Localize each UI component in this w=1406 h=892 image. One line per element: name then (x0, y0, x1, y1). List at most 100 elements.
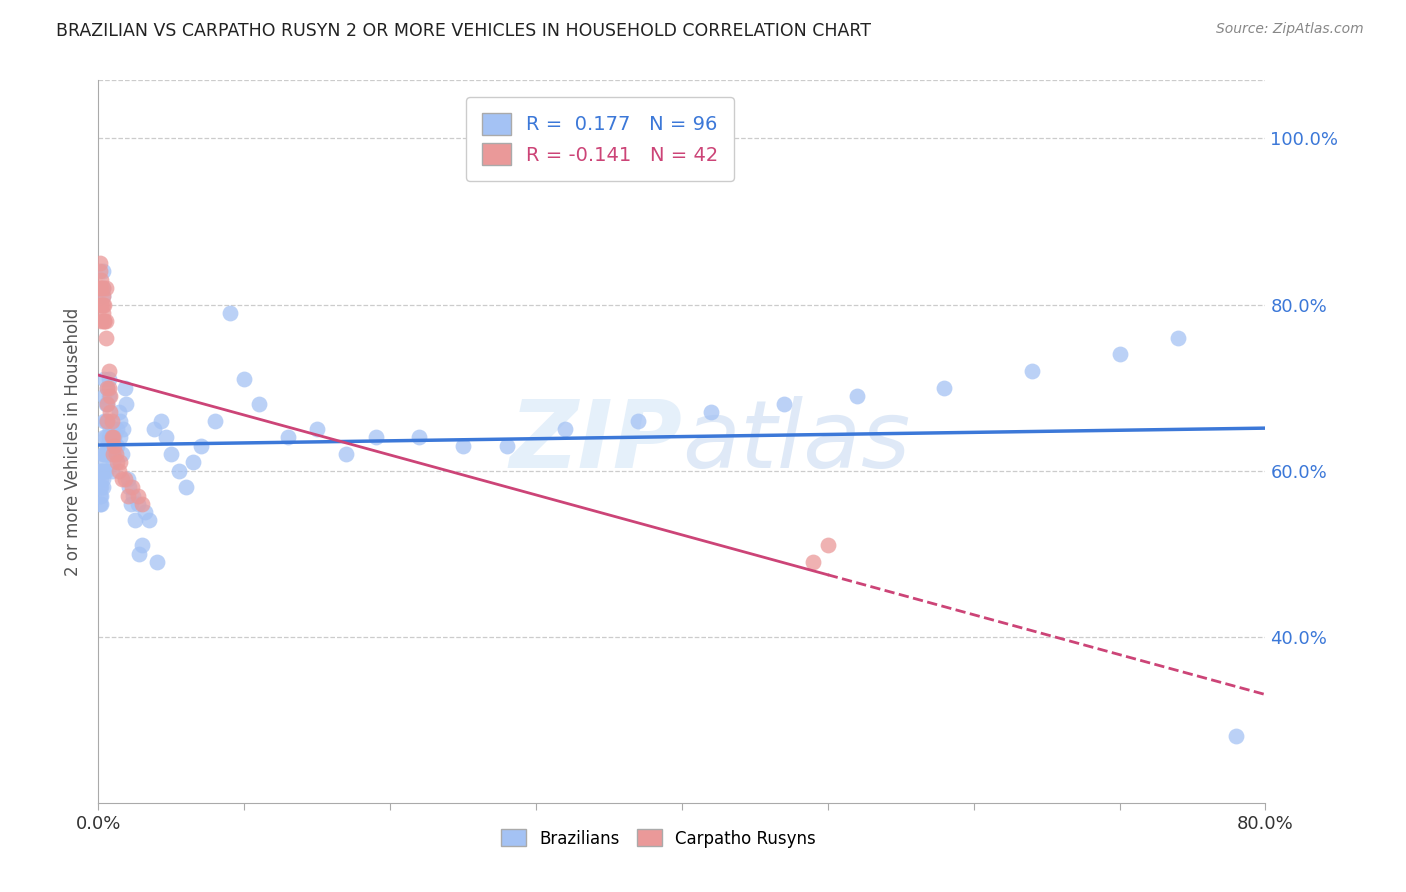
Point (93, 297, 115, 311)
Point (89, 489, 111, 503)
Point (451, 439, 474, 453)
Point (93, 389, 115, 403)
Point (115, 397, 138, 411)
Point (90, 272, 112, 286)
Point (90, 489, 112, 503)
Point (131, 538, 153, 552)
Point (700, 405, 723, 419)
Point (91, 480, 114, 494)
Point (91, 472, 114, 486)
Point (114, 472, 136, 486)
Point (108, 464, 131, 478)
Point (817, 538, 839, 552)
Point (98, 389, 121, 403)
Point (94, 281, 117, 295)
Point (127, 497, 149, 511)
Point (90, 314, 112, 328)
Point (89, 480, 111, 494)
Point (277, 430, 299, 444)
Point (96, 414, 118, 428)
Point (90, 480, 112, 494)
Point (93, 430, 115, 444)
Point (90, 455, 112, 469)
Point (554, 422, 576, 436)
Point (103, 430, 125, 444)
Point (90, 472, 112, 486)
Point (89, 264, 111, 278)
Point (96, 414, 118, 428)
Point (218, 306, 240, 320)
Point (101, 455, 124, 469)
Point (134, 505, 156, 519)
Point (204, 414, 226, 428)
Point (91, 289, 114, 303)
Point (128, 547, 150, 561)
Point (94, 314, 117, 328)
Point (247, 397, 270, 411)
Point (94, 414, 117, 428)
Point (124, 513, 146, 527)
Point (94, 464, 117, 478)
Y-axis label: 2 or more Vehicles in Household: 2 or more Vehicles in Household (65, 308, 83, 575)
Point (1225, 730, 1247, 744)
Point (101, 447, 124, 461)
Point (121, 480, 143, 494)
Point (97, 447, 120, 461)
Point (91, 281, 114, 295)
Point (96, 439, 118, 453)
Point (105, 422, 128, 436)
Point (89, 256, 111, 270)
Point (934, 380, 956, 394)
Point (801, 555, 824, 569)
Point (364, 430, 387, 444)
Point (100, 447, 122, 461)
Point (91, 281, 114, 295)
Point (160, 447, 183, 461)
Point (174, 480, 197, 494)
Point (89, 497, 111, 511)
Point (97, 430, 120, 444)
Point (98, 430, 121, 444)
Point (93, 464, 115, 478)
Point (90, 497, 112, 511)
Point (93, 372, 115, 386)
Point (127, 489, 149, 503)
Point (122, 489, 145, 503)
Point (93, 314, 115, 328)
Point (104, 439, 127, 453)
Point (91, 306, 114, 320)
Point (142, 422, 165, 436)
Point (150, 414, 173, 428)
Point (1108, 347, 1130, 361)
Point (101, 439, 124, 453)
Point (90, 297, 112, 311)
Point (233, 372, 256, 386)
Point (118, 480, 141, 494)
Point (190, 439, 212, 453)
Point (146, 555, 169, 569)
Point (155, 430, 177, 444)
Point (96, 380, 118, 394)
Point (97, 372, 120, 386)
Point (117, 489, 139, 503)
Point (91, 289, 114, 303)
Point (91, 264, 114, 278)
Point (94, 397, 117, 411)
Point (96, 397, 118, 411)
Point (307, 422, 329, 436)
Text: ZIP: ZIP (509, 395, 682, 488)
Point (100, 414, 122, 428)
Point (91, 464, 114, 478)
Point (114, 380, 136, 394)
Point (846, 389, 869, 403)
Point (90, 464, 112, 478)
Point (111, 472, 134, 486)
Point (96, 380, 118, 394)
Point (120, 497, 142, 511)
Point (138, 513, 160, 527)
Point (97, 380, 120, 394)
Point (101, 422, 124, 436)
Point (117, 472, 139, 486)
Point (104, 447, 127, 461)
Point (1167, 331, 1189, 345)
